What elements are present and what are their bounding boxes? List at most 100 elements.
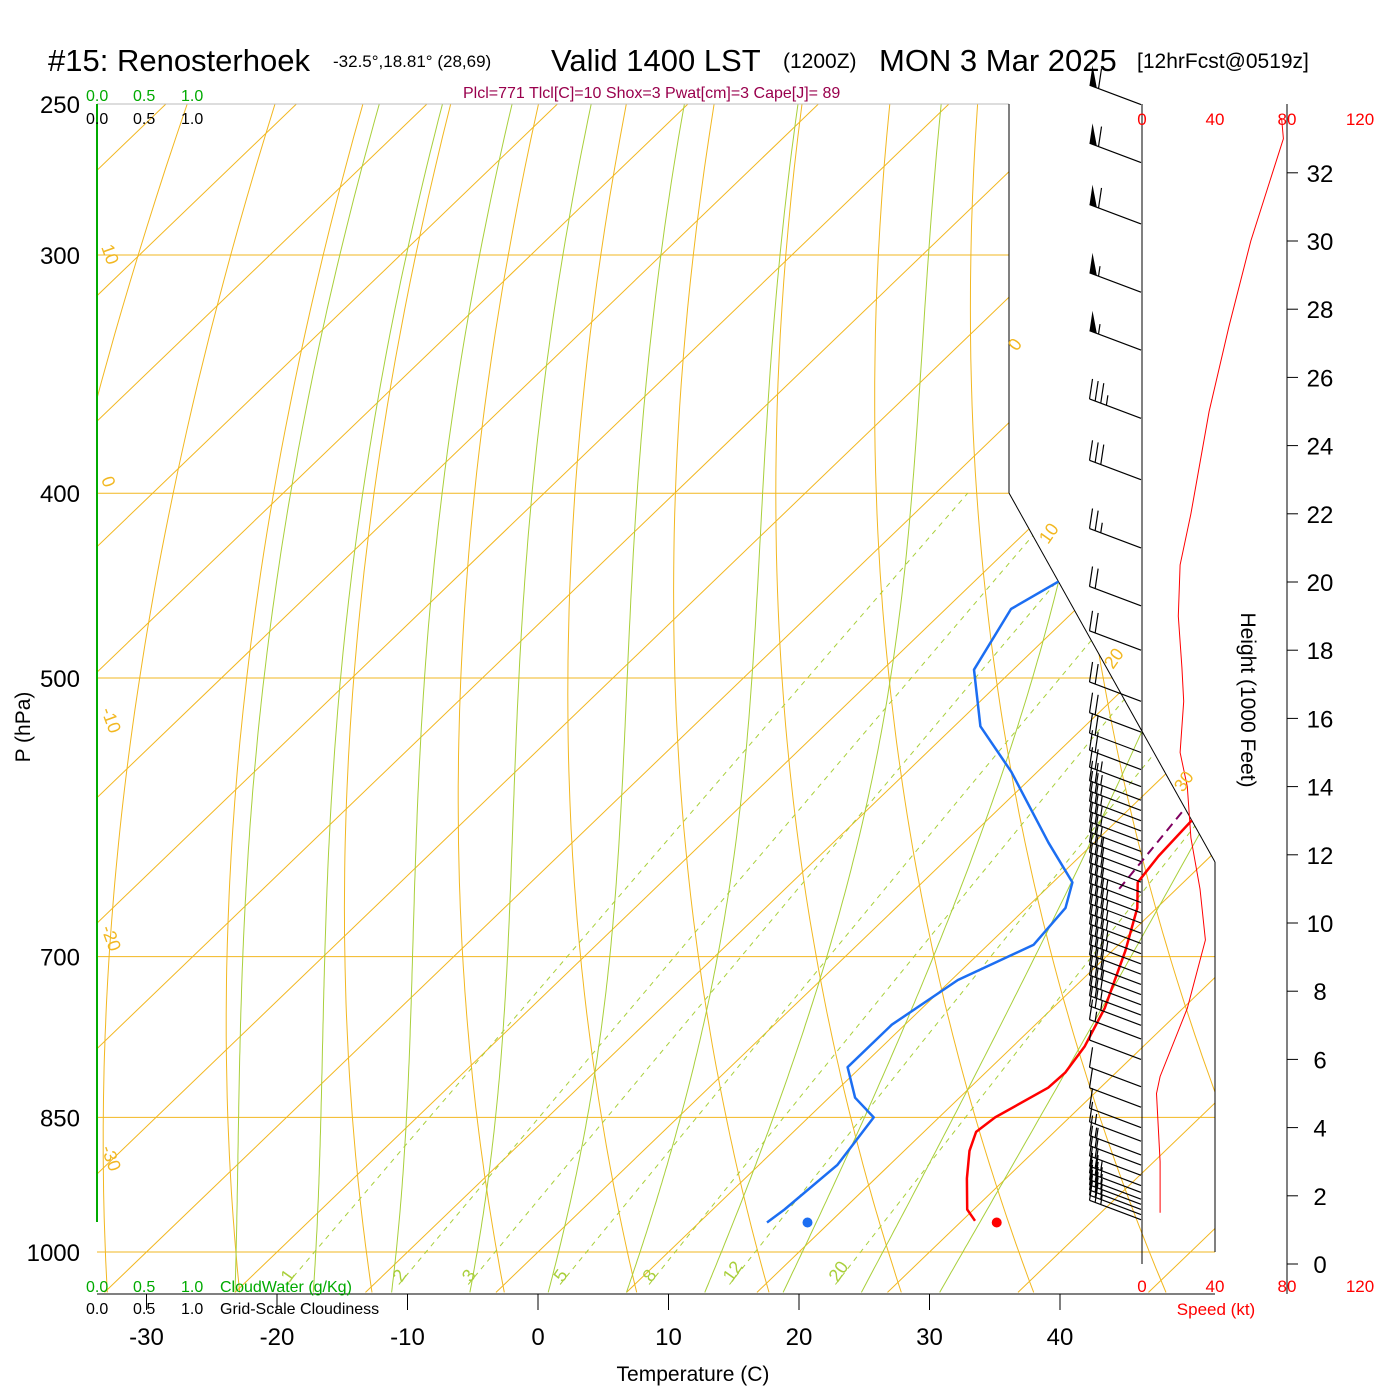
isotherm-line — [97, 104, 1215, 1293]
dry-adiabat-line — [102, 104, 287, 1293]
moist-adiabat-line — [626, 104, 804, 1293]
moist-adiabat-line — [234, 104, 390, 1293]
wind-barb — [1088, 508, 1142, 549]
pressure-tick-label: 500 — [40, 666, 80, 693]
speed-axis-title: Speed (kt) — [1177, 1300, 1255, 1319]
dry-adiabat-line — [969, 104, 1167, 1293]
x-tick-label: -20 — [260, 1324, 295, 1351]
cloud-bottom-black-2: 1.0 — [181, 1301, 203, 1318]
cloudiness-label: Grid-Scale Cloudiness — [220, 1301, 379, 1318]
height-tick-label: 28 — [1307, 297, 1334, 324]
isotherm-line — [97, 104, 724, 1293]
moist-adiabat-line — [704, 104, 946, 1293]
temperature-profile-line — [965, 129, 1215, 1222]
height-tick-label: 20 — [1307, 570, 1334, 597]
height-tick-label: 14 — [1307, 775, 1334, 802]
wind-barb — [1088, 1029, 1142, 1060]
dry-adiabat-line — [457, 104, 547, 1293]
moist-adiabat-line — [547, 104, 692, 1293]
cloud-top-green-1: 0.5 — [133, 88, 155, 105]
mixing-ratio-label: 3 — [458, 1266, 480, 1286]
mixing-ratio-line — [467, 492, 1133, 1285]
height-tick-label: 30 — [1307, 229, 1334, 256]
wind-barb — [1089, 184, 1142, 225]
dry-adiabat-line — [673, 104, 770, 1293]
pressure-tick-label: 300 — [40, 243, 80, 270]
isotherm-line — [97, 104, 332, 1293]
isotherm-label: -30 — [97, 1143, 125, 1174]
forecast-cycle: [12hrFcst@0519z] — [1137, 50, 1309, 73]
cloud-top-green-2: 1.0 — [181, 88, 203, 105]
pressure-tick-label: 700 — [40, 945, 80, 972]
cloud-scale-bottom: 0.0 0.5 1.0 CloudWater (g/Kg) 0.0 0.5 1.… — [86, 1279, 379, 1318]
stability-indices: Plcl=771 Tlcl[C]=10 Shox=3 Pwat[cm]=3 Ca… — [463, 85, 840, 102]
speed-tick-label-top: 80 — [1278, 110, 1297, 129]
height-tick-label: 2 — [1313, 1184, 1326, 1211]
mixing-ratio-label: 12 — [719, 1257, 747, 1285]
isotherm-line — [365, 104, 1215, 1293]
cloud-bottom-black-1: 0.5 — [133, 1301, 155, 1318]
wind-barb — [1088, 1159, 1142, 1200]
speed-tick-label-bottom: 120 — [1346, 1277, 1374, 1296]
y-axis-title: P (hPa) — [12, 692, 35, 763]
pressure-tick-label: 250 — [40, 92, 80, 119]
isotherm-line — [234, 104, 1215, 1293]
isotherm-line — [97, 104, 593, 1293]
x-tick-label: 30 — [916, 1324, 943, 1351]
wind-barb — [1088, 760, 1142, 801]
cloud-bottom-green-2: 1.0 — [181, 1279, 203, 1296]
height-tick-label: 32 — [1307, 161, 1334, 188]
dry-adiabat-line — [567, 104, 638, 1293]
dry-adiabat-line — [343, 104, 460, 1293]
surface-temperature-marker — [991, 1217, 1002, 1228]
height-tick-label: 26 — [1307, 365, 1334, 392]
height-tick-label: 22 — [1307, 502, 1334, 529]
speed-tick-label-top: 40 — [1206, 110, 1225, 129]
dry-adiabat-line — [874, 104, 1035, 1293]
height-tick-label: 16 — [1307, 706, 1334, 733]
x-tick-label: 10 — [655, 1324, 682, 1351]
speed-tick-label-top: 120 — [1346, 110, 1374, 129]
isotherm-line — [97, 104, 985, 1293]
mixing-ratio-line — [729, 492, 1215, 1285]
wind-barb — [1088, 566, 1142, 607]
isotherm-label: 20 — [1100, 644, 1128, 672]
wind-barb — [1088, 713, 1142, 754]
isotherm-line — [97, 104, 1115, 1293]
wind-barb — [1088, 1047, 1142, 1088]
wind-barb — [1088, 692, 1142, 733]
pressure-tick-label: 850 — [40, 1105, 80, 1132]
mixing-ratio-label: 8 — [638, 1266, 660, 1286]
wind-barb — [1088, 610, 1142, 651]
speed-tick-label-bottom: 80 — [1278, 1277, 1297, 1296]
isotherm-label: -20 — [97, 923, 125, 954]
isotherm-label: -10 — [97, 705, 125, 736]
station-coords: -32.5°,18.81° (28,69) — [333, 52, 491, 71]
isotherm-line — [97, 104, 854, 1293]
cloud-top-black-0: 0.0 — [86, 111, 108, 128]
height-tick-label: 8 — [1313, 979, 1326, 1006]
wind-barb — [1088, 440, 1142, 481]
thermo-background — [97, 104, 1215, 1293]
wind-barb — [1088, 822, 1142, 863]
isotherm-label: 10 — [1035, 519, 1063, 547]
wind-barb — [1088, 1101, 1142, 1142]
moist-adiabat-line — [312, 104, 452, 1293]
isotherm-label: 30 — [1170, 767, 1198, 795]
station-title: #15: Renosterhoek — [48, 43, 310, 78]
cloud-bottom-black-0: 0.0 — [86, 1301, 108, 1318]
speed-tick-label-bottom: 0 — [1137, 1277, 1146, 1296]
moist-adiabat-line — [939, 104, 1215, 1293]
isotherm-line — [756, 104, 1215, 1293]
zulu-time: (1200Z) — [783, 50, 857, 73]
moist-adiabat-line — [860, 104, 1215, 1293]
wind-barb — [1088, 378, 1142, 419]
mixing-ratio-line — [286, 492, 969, 1285]
isotherm-line — [626, 104, 1215, 1293]
plot-frame — [96, 103, 1288, 1295]
height-tick-label: 6 — [1313, 1047, 1326, 1074]
sounding-profiles — [766, 129, 1215, 1228]
speed-tick-label-bottom: 40 — [1206, 1277, 1225, 1296]
x-tick-label: 40 — [1047, 1324, 1074, 1351]
